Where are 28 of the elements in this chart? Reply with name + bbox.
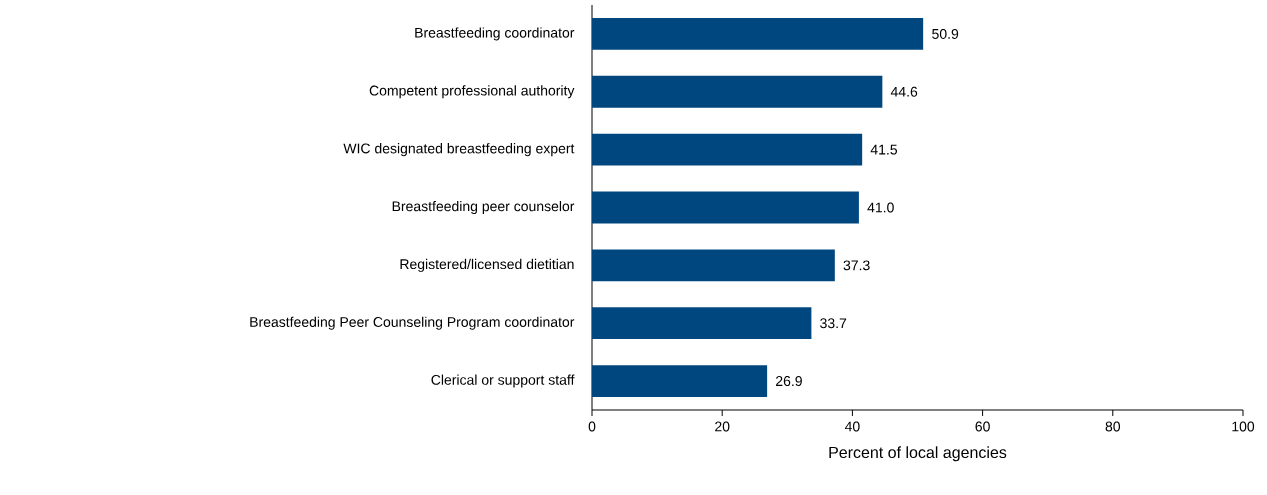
bar (592, 307, 812, 340)
y-tick-label: Competent professional authority (369, 85, 575, 99)
bar (592, 18, 924, 50)
data-label: 50.9 (932, 28, 959, 39)
x-tick-label: 20 (715, 421, 730, 432)
x-tick-label: 0 (588, 421, 596, 432)
bar (592, 191, 859, 224)
data-label: 41.5 (870, 144, 898, 155)
y-tick-label: Breastfeeding coordinator (415, 27, 575, 41)
y-tick-label: Registered/licensed dietitian (400, 258, 574, 272)
data-label: 41.0 (867, 202, 894, 213)
x-tick-label: 60 (975, 421, 990, 432)
data-label: 33.7 (820, 318, 847, 329)
y-tick-label: Clerical or support staff (431, 374, 575, 388)
bar (592, 133, 863, 166)
x-axis-title: Percent of local agencies (829, 446, 1007, 462)
bar (592, 249, 835, 282)
y-tick-label: WIC designated breastfeeding expert (343, 143, 575, 157)
x-tick-label: 80 (1105, 421, 1121, 432)
data-label: 26.9 (776, 376, 802, 387)
data-label: 44.6 (890, 86, 918, 97)
bar (592, 365, 768, 397)
bar (592, 75, 883, 108)
x-tick-label: 40 (844, 421, 860, 432)
y-tick-label: Breastfeeding Peer Counseling Program coordinator (250, 316, 575, 330)
x-tick-label: 100 (1232, 421, 1255, 432)
data-label: 37.3 (843, 260, 870, 271)
y-tick-label: Breastfeeding peer counselor (392, 200, 575, 215)
